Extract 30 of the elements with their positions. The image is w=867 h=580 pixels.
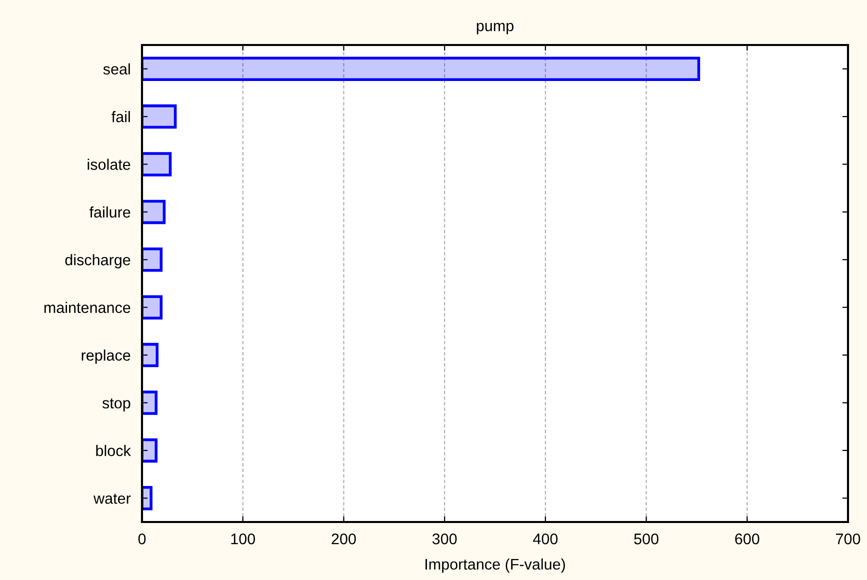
x-tick-label: 700 bbox=[836, 534, 860, 544]
bar bbox=[142, 295, 163, 320]
y-tick-label: seal bbox=[103, 63, 130, 75]
bar bbox=[142, 248, 163, 272]
bar bbox=[142, 390, 158, 415]
x-tick-label: 400 bbox=[533, 534, 558, 544]
x-tick-label: 600 bbox=[735, 534, 760, 544]
bar bbox=[142, 438, 158, 463]
y-tick-label: failure bbox=[90, 206, 130, 218]
bar bbox=[142, 342, 159, 368]
bar bbox=[142, 486, 152, 510]
bar bbox=[142, 152, 172, 176]
y-tick-label: discharge bbox=[65, 254, 130, 268]
x-tick-label: 300 bbox=[432, 534, 457, 544]
x-tick-label: 0 bbox=[138, 534, 146, 544]
y-tick-label: block bbox=[96, 444, 131, 456]
y-tick-label: stop bbox=[102, 398, 130, 412]
chart-title: pump bbox=[476, 22, 514, 34]
x-tick-label: 200 bbox=[332, 534, 356, 544]
x-tick-label: 500 bbox=[634, 534, 658, 544]
x-axis-title: Importance (F-value) bbox=[426, 558, 565, 573]
y-tick-label: water bbox=[94, 494, 131, 504]
y-tick-label: replace bbox=[82, 350, 130, 364]
bar bbox=[142, 200, 166, 224]
x-tick-label: 100 bbox=[231, 534, 256, 544]
y-tick-label: isolate bbox=[88, 158, 130, 170]
y-tick-label: fail bbox=[112, 111, 130, 122]
bar bbox=[142, 104, 177, 129]
y-tick-label: maintenance bbox=[44, 302, 130, 314]
bar bbox=[142, 56, 700, 81]
